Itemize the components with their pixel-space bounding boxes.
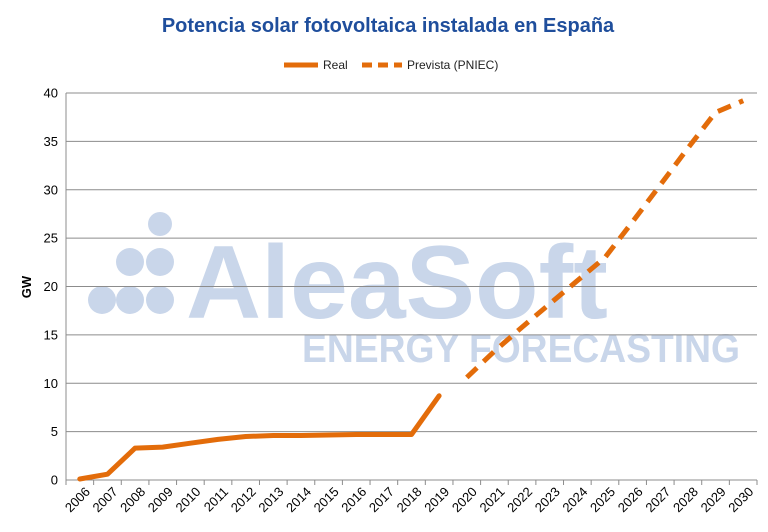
x-tick-label: 2019 xyxy=(421,484,452,515)
x-tick-label: 2027 xyxy=(642,484,673,515)
y-tick-label: 40 xyxy=(44,86,58,101)
y-tick-label: 30 xyxy=(44,182,58,197)
axes xyxy=(65,93,758,485)
y-tick-label: 15 xyxy=(44,327,58,342)
y-tick-label: 25 xyxy=(44,231,58,246)
y-axis-label: GW xyxy=(19,275,34,298)
logo-dot xyxy=(88,286,116,314)
x-tick-label: 2008 xyxy=(117,484,148,515)
x-tick-label: 2028 xyxy=(670,484,701,515)
logo-dot xyxy=(116,286,144,314)
x-tick-label: 2010 xyxy=(172,484,203,515)
x-tick-label: 2018 xyxy=(394,484,425,515)
dots-logo-icon xyxy=(88,212,174,314)
series-line-prevista xyxy=(465,98,745,380)
y-tick-label: 5 xyxy=(51,424,58,439)
x-tick-label: 2013 xyxy=(255,484,286,515)
x-tick-label: 2021 xyxy=(477,484,508,515)
x-tick-label: 2011 xyxy=(201,484,231,514)
logo-dot xyxy=(148,212,172,236)
y-tick-label: 10 xyxy=(44,376,58,391)
x-tick-label: 2030 xyxy=(725,484,756,515)
x-tick-label: 2015 xyxy=(311,484,342,515)
x-tick-label: 2016 xyxy=(338,484,369,515)
logo-dot xyxy=(116,248,144,276)
x-tick-label: 2029 xyxy=(698,484,729,515)
gridlines xyxy=(66,92,757,433)
x-tick-label: 2026 xyxy=(615,484,646,515)
x-tick-label: 2007 xyxy=(90,484,121,515)
legend-label-prevista: Prevista (PNIEC) xyxy=(407,58,498,72)
legend: Real Prevista (PNIEC) xyxy=(284,58,498,72)
y-tick-label: 20 xyxy=(44,279,58,294)
watermark: AleaSoft ENERGY FORECASTING xyxy=(88,212,740,371)
legend-label-real: Real xyxy=(323,58,348,72)
legend-item-prevista: Prevista (PNIEC) xyxy=(362,58,498,72)
x-tick-label: 2009 xyxy=(145,484,176,515)
logo-dot xyxy=(146,248,174,276)
y-tick-labels: 0 5 10 15 20 25 30 35 40 xyxy=(44,86,58,488)
x-tick-label: 2023 xyxy=(532,484,563,515)
x-tick-label: 2022 xyxy=(504,484,535,515)
x-tick-label: 2017 xyxy=(366,484,397,515)
y-tick-label: 35 xyxy=(44,134,58,149)
watermark-brand: AleaSoft xyxy=(186,225,608,341)
x-tick-labels: 2006200720082009201020112012201320142015… xyxy=(62,484,756,515)
x-tick-label: 2025 xyxy=(587,484,618,515)
series-lines xyxy=(77,98,745,482)
x-tick-label: 2014 xyxy=(283,484,314,515)
x-tick-label: 2024 xyxy=(559,484,590,515)
logo-dot xyxy=(146,286,174,314)
chart-title: Potencia solar fotovoltaica instalada en… xyxy=(162,15,615,37)
watermark-tagline: ENERGY FORECASTING xyxy=(302,327,740,371)
y-tick-label: 0 xyxy=(51,473,58,488)
x-tick-label: 2020 xyxy=(449,484,480,515)
x-tick-label: 2012 xyxy=(228,484,259,515)
x-tick-label: 2006 xyxy=(62,484,93,515)
legend-item-real: Real xyxy=(284,58,348,72)
series-line-real xyxy=(77,393,442,482)
